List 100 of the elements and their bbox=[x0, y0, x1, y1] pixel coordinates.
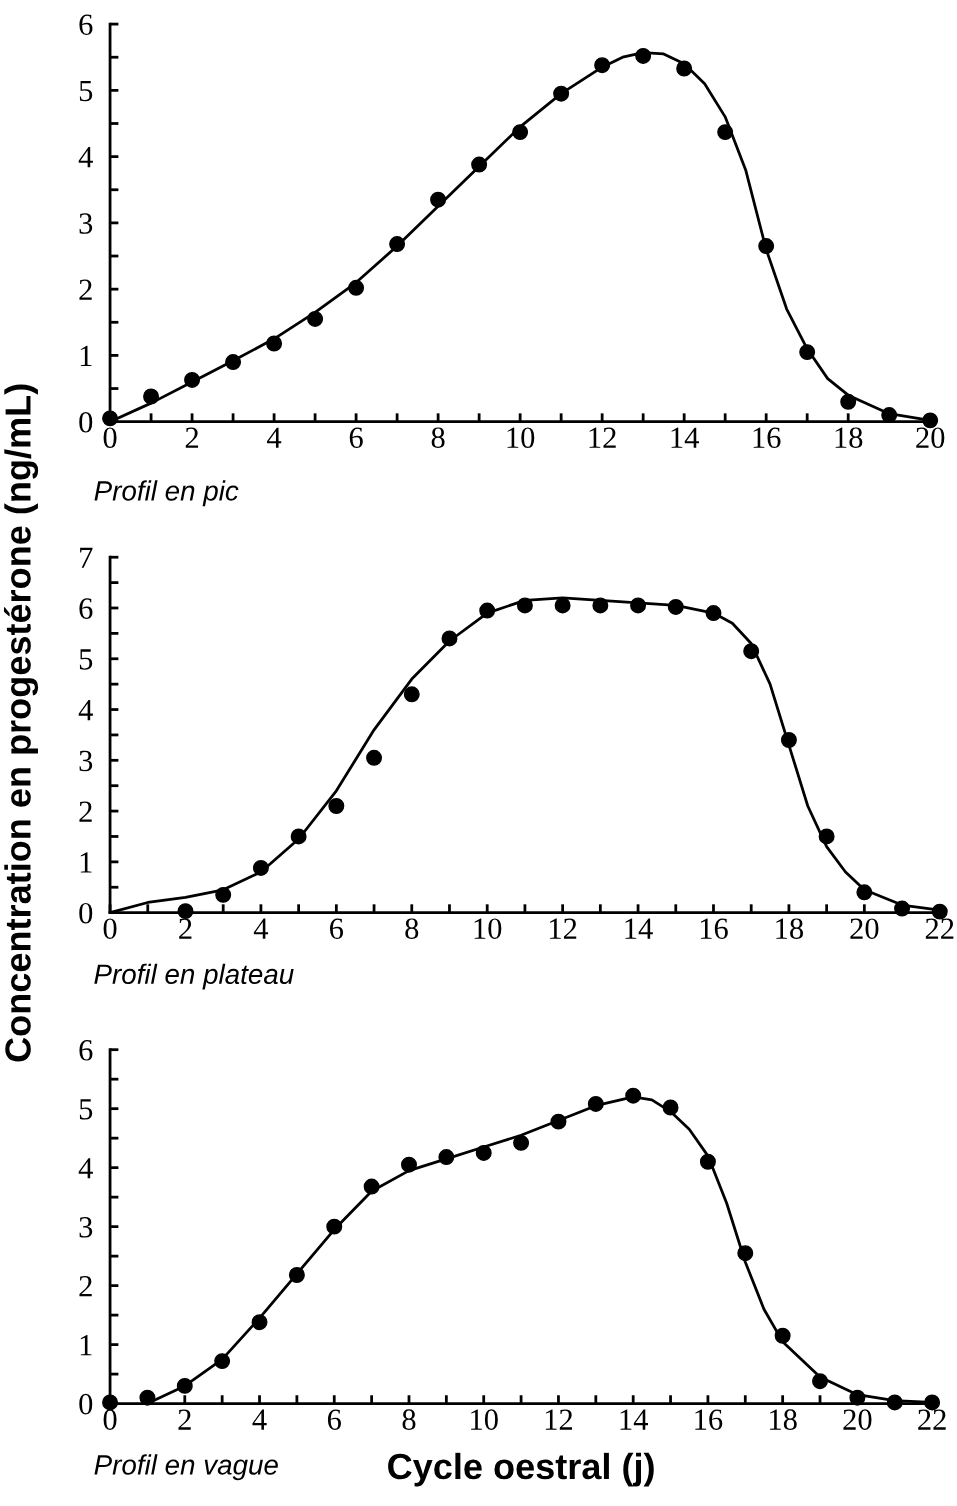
point bbox=[758, 238, 775, 255]
point bbox=[849, 1389, 866, 1406]
x-tick-label: 2 bbox=[185, 427, 199, 448]
x-tick-label: 4 bbox=[267, 427, 282, 448]
text: Profil en plateau bbox=[94, 963, 294, 990]
y-tick-label: 1 bbox=[80, 345, 92, 367]
x-tick-label: 0 bbox=[103, 427, 117, 449]
x-tick-label: 14 bbox=[620, 1409, 648, 1430]
y-tick-label: 6 bbox=[79, 598, 93, 619]
x-tick-label: 8 bbox=[405, 918, 419, 939]
point bbox=[389, 236, 406, 253]
point bbox=[780, 732, 797, 748]
point bbox=[625, 1087, 642, 1104]
point bbox=[430, 191, 447, 208]
y-tick-label: 0 bbox=[79, 411, 93, 433]
x-tick-label: 22 bbox=[925, 918, 954, 939]
point bbox=[554, 597, 571, 614]
point bbox=[184, 371, 201, 388]
y-tick-label: 5 bbox=[79, 80, 93, 102]
point bbox=[252, 859, 269, 876]
point bbox=[348, 279, 365, 296]
x-tick-label: 4 bbox=[253, 918, 269, 939]
point bbox=[894, 900, 911, 917]
y-tick-label: 7 bbox=[80, 547, 93, 568]
x-tick-label: 16 bbox=[753, 427, 781, 449]
x-tick-label: 8 bbox=[402, 1409, 416, 1430]
x-tick-label: 0 bbox=[103, 1409, 117, 1430]
point bbox=[139, 1389, 156, 1406]
x-tick-label: 14 bbox=[671, 427, 699, 448]
point bbox=[471, 156, 488, 173]
point bbox=[251, 1314, 268, 1331]
point bbox=[699, 1153, 716, 1170]
point bbox=[635, 47, 652, 64]
x-tick-label: 18 bbox=[776, 918, 804, 939]
y-tick-label: 5 bbox=[79, 1099, 93, 1120]
point bbox=[553, 85, 570, 102]
point bbox=[214, 1353, 231, 1370]
point bbox=[438, 1149, 455, 1166]
x-axis-title: Cycle oestral (j) bbox=[388, 1452, 654, 1487]
point bbox=[737, 1245, 754, 1262]
x-tick-label: 20 bbox=[843, 1409, 872, 1430]
point bbox=[176, 1377, 193, 1394]
x-tick-label: 6 bbox=[327, 1409, 341, 1430]
x-tick-label: 10 bbox=[474, 918, 502, 939]
point bbox=[177, 903, 194, 920]
y-tick-label: 5 bbox=[79, 649, 93, 670]
x-tick-label: 10 bbox=[471, 1409, 498, 1430]
point bbox=[475, 1144, 492, 1161]
y-tick-label: 3 bbox=[79, 1217, 93, 1238]
x-tick-label: 20 bbox=[916, 427, 945, 449]
point bbox=[441, 630, 458, 647]
point bbox=[290, 828, 307, 845]
x-tick-label: 18 bbox=[835, 427, 863, 449]
y-tick-label: 3 bbox=[79, 750, 93, 772]
y-tick-label: 0 bbox=[79, 1393, 93, 1415]
x-tick-label: 6 bbox=[330, 918, 344, 939]
point bbox=[326, 1218, 343, 1235]
point bbox=[143, 388, 160, 405]
y-axis-title: Concentration en progestérone (ng/mL) bbox=[3, 384, 39, 1062]
point bbox=[366, 749, 383, 766]
point bbox=[328, 798, 345, 814]
point bbox=[307, 310, 324, 327]
point bbox=[479, 602, 496, 619]
x-tick-label: 12 bbox=[545, 1409, 573, 1430]
x-tick-label: 16 bbox=[700, 918, 728, 939]
x-tick-label: 16 bbox=[695, 1409, 723, 1430]
x-tick-label: 22 bbox=[918, 1409, 946, 1430]
y-tick-label: 6 bbox=[79, 1040, 93, 1061]
point bbox=[266, 335, 283, 352]
point bbox=[799, 344, 816, 361]
y-tick-label: 4 bbox=[78, 700, 93, 721]
x-tick-label: 4 bbox=[252, 1409, 267, 1430]
point bbox=[705, 605, 722, 622]
text: Profil en vague bbox=[94, 1454, 278, 1481]
y-tick-label: 0 bbox=[79, 902, 93, 924]
x-tick-label: 0 bbox=[103, 918, 117, 939]
x-tick-label: 18 bbox=[770, 1409, 797, 1430]
text: Profil en pic bbox=[94, 480, 239, 507]
x-tick-label: 12 bbox=[550, 918, 577, 939]
point bbox=[225, 354, 242, 371]
point bbox=[812, 1373, 828, 1390]
point bbox=[594, 57, 611, 74]
y-tick-label: 3 bbox=[79, 213, 93, 234]
x-tick-label: 6 bbox=[349, 427, 363, 449]
point bbox=[662, 1099, 679, 1116]
point bbox=[215, 886, 232, 903]
point bbox=[592, 597, 609, 614]
point bbox=[743, 643, 760, 660]
y-tick-label: 4 bbox=[78, 147, 93, 168]
point bbox=[363, 1178, 380, 1195]
x-tick-label: 20 bbox=[850, 918, 879, 939]
point bbox=[886, 1394, 903, 1411]
y-tick-label: 2 bbox=[79, 279, 92, 300]
point bbox=[630, 597, 647, 614]
point bbox=[512, 124, 529, 141]
point bbox=[587, 1095, 604, 1112]
point bbox=[288, 1267, 305, 1283]
point bbox=[403, 686, 420, 703]
y-tick-label: 1 bbox=[80, 852, 92, 873]
point bbox=[840, 393, 857, 410]
